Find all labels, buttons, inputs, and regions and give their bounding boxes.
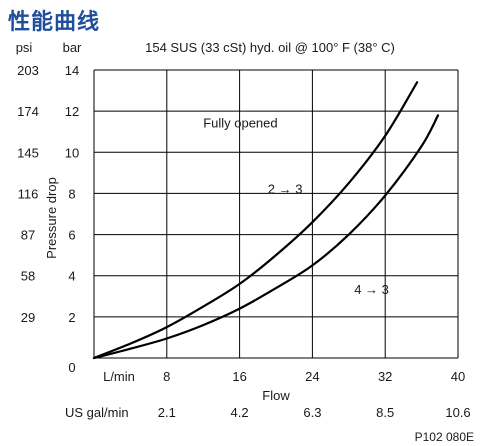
x-tick-label: 32 (378, 369, 392, 384)
tick-labels: 8 16 24 32 402.1 4.2 6.3 8.5 10.6024681012142958… (17, 63, 471, 420)
y-tick-label: 10 (65, 145, 79, 160)
y-tick-label-psi: 58 (21, 269, 35, 284)
y-tick-label-psi: 174 (17, 104, 39, 119)
y-tick-label: 14 (65, 63, 79, 78)
curve-labels: 2 → 3 4 → 3 Fully opened (203, 116, 389, 298)
x-tick-label: 16 (232, 369, 246, 384)
x-tick-label-usgal: 2.1 (158, 405, 176, 420)
y-tick-label-psi: 87 (21, 228, 35, 243)
annotation-fully-opened: Fully opened (203, 116, 277, 131)
y-tick-label-psi: 29 (21, 310, 35, 325)
y-unit-psi: psi (16, 40, 33, 55)
y-tick-label: 4 (68, 269, 75, 284)
page-heading: 性能曲线 (8, 10, 101, 35)
y-tick-label: 8 (68, 186, 75, 201)
curves (92, 81, 440, 360)
curve-label-1: 2 → 3 (268, 181, 303, 196)
y-unit-bar: bar (63, 40, 82, 55)
y-tick-label-psi: 203 (17, 63, 39, 78)
y-tick-label: 6 (68, 228, 75, 243)
x-tick-label: 40 (451, 369, 465, 384)
chart-title: 154 SUS (33 cSt) hyd. oil @ 100° F (38° … (145, 40, 395, 55)
x-tick-label: 8 (163, 369, 170, 384)
y-tick-label-psi: 116 (18, 186, 39, 201)
x-tick-label-usgal: 10.6 (445, 405, 470, 420)
x-axis-label: Flow (262, 388, 290, 403)
y-tick-label: 12 (65, 104, 79, 119)
x-tick-label-usgal: 6.3 (303, 405, 321, 420)
curve-line-1 (92, 81, 419, 360)
curve-line-2 (92, 114, 440, 360)
x-unit-usgal: US gal/min (65, 405, 129, 420)
x-tick-label-usgal: 4.2 (231, 405, 249, 420)
y-tick-label-psi: 145 (17, 145, 39, 160)
x-unit-lmin: L/min (103, 369, 135, 384)
y-tick-label: 2 (68, 310, 75, 325)
y-axis-label: Pressure drop (44, 177, 59, 259)
x-tick-label-usgal: 8.5 (376, 405, 394, 420)
figure-code: P102 080E (415, 430, 474, 444)
y-tick-label: 0 (68, 360, 75, 375)
curve-label-2: 4 → 3 (354, 282, 389, 297)
x-tick-label: 24 (305, 369, 319, 384)
grid (93, 69, 459, 359)
